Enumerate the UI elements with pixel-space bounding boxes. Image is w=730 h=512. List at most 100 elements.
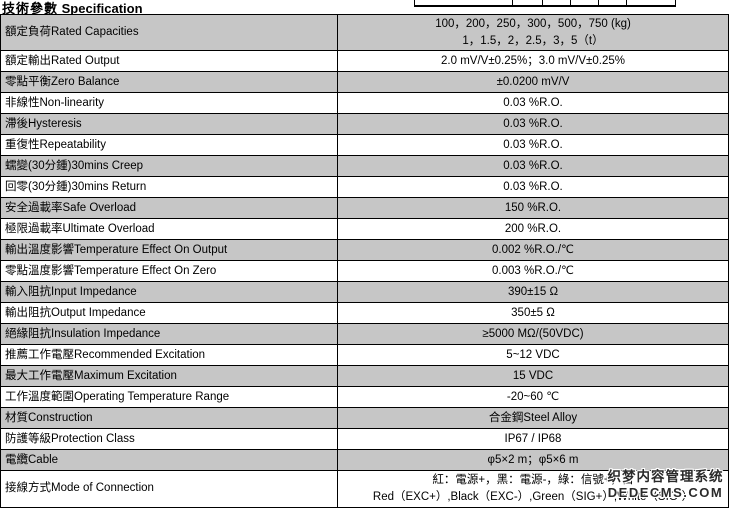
row-label: 輸入阻抗Input Impedance <box>1 282 338 302</box>
row-value: 紅：電源+，黑：電源-，綠：信號+，白 Red（EXC+）,Black（EXC-）… <box>338 471 728 507</box>
value-line: 0.03 %R.O. <box>503 97 563 109</box>
table-row: 安全過載率Safe Overload 150 %R.O. <box>1 198 728 219</box>
row-value: 2.0 mV/V±0.25%；3.0 mV/V±0.25% <box>338 51 728 71</box>
table-row: 非線性Non-linearity 0.03 %R.O. <box>1 93 728 114</box>
value-line: ±0.0200 mV/V <box>496 76 570 88</box>
value-line: 0.003 %R.O./℃ <box>492 265 574 277</box>
value-line: IP67 / IP68 <box>504 433 562 445</box>
table-row: 最大工作電壓Maximum Excitation 15 VDC <box>1 366 728 387</box>
row-label: 額定負荷Rated Capacities <box>1 15 338 50</box>
row-label: 零點平衡Zero Balance <box>1 72 338 92</box>
watermark-line2: DEDECMS.COM <box>607 485 724 500</box>
page-title-zh: 技術參數 <box>2 1 59 16</box>
table-row: 極限過載率Ultimate Overload 200 %R.O. <box>1 219 728 240</box>
remnant-cell <box>625 0 677 5</box>
table-row: 輸入阻抗Input Impedance 390±15 Ω <box>1 282 728 303</box>
table-row: 防護等級Protection Class IP67 / IP68 <box>1 429 728 450</box>
table-row: 滯後Hysteresis 0.03 %R.O. <box>1 114 728 135</box>
table-row: 重復性Repeatability 0.03 %R.O. <box>1 135 728 156</box>
page-title: 技術參數 Specification <box>2 0 143 17</box>
row-value: 350±5 Ω <box>338 303 728 323</box>
row-value: 5~12 VDC <box>338 345 728 365</box>
row-value: 15 VDC <box>338 366 728 386</box>
table-row: 額定輸出Rated Output 2.0 mV/V±0.25%；3.0 mV/V… <box>1 51 728 72</box>
value-line: 合金鋼Steel Alloy <box>488 412 578 424</box>
row-value: 0.03 %R.O. <box>338 114 728 134</box>
table-row: 電纜Cable φ5×2 m；φ5×6 m <box>1 450 728 471</box>
value-line: 0.002 %R.O./℃ <box>492 244 574 256</box>
table-row: 接線方式Mode of Connection 紅：電源+，黑：電源-，綠：信號+… <box>1 471 728 507</box>
value-line: 350±5 Ω <box>511 307 555 319</box>
table-row: 零點平衡Zero Balance ±0.0200 mV/V <box>1 72 728 93</box>
row-label: 安全過載率Safe Overload <box>1 198 338 218</box>
table-row: 額定負荷Rated Capacities 100，200，250，300，500… <box>1 15 728 51</box>
row-value: -20~60 ℃ <box>338 387 728 407</box>
table-row: 材質Construction 合金鋼Steel Alloy <box>1 408 728 429</box>
row-label: 非線性Non-linearity <box>1 93 338 113</box>
row-label: 重復性Repeatability <box>1 135 338 155</box>
row-label: 電纜Cable <box>1 450 338 470</box>
value-line: 0.03 %R.O. <box>503 160 563 172</box>
row-value: 0.003 %R.O./℃ <box>338 261 728 281</box>
row-value: 0.03 %R.O. <box>338 135 728 155</box>
row-value: 150 %R.O. <box>338 198 728 218</box>
watermark: 织梦内容管理系统 DEDECMS.COM <box>601 469 730 501</box>
remnant-cell <box>512 0 541 5</box>
row-value: ±0.0200 mV/V <box>338 72 728 92</box>
value-line: 0.03 %R.O. <box>503 139 563 151</box>
value-line: 2.0 mV/V±0.25%；3.0 mV/V±0.25% <box>441 55 625 67</box>
row-value: 200 %R.O. <box>338 219 728 239</box>
value-line: 0.03 %R.O. <box>503 118 563 130</box>
row-label: 絕緣阻抗Insulation Impedance <box>1 324 338 344</box>
value-line: 150 %R.O. <box>504 202 562 214</box>
remnant-cell <box>414 0 512 5</box>
value-line: 5~12 VDC <box>506 349 560 361</box>
spec-table: 額定負荷Rated Capacities 100，200，250，300，500… <box>0 14 729 508</box>
value-line: 15 VDC <box>512 370 554 382</box>
row-label: 防護等級Protection Class <box>1 429 338 449</box>
table-row: 推薦工作電壓Recommended Excitation 5~12 VDC <box>1 345 728 366</box>
table-row: 零點溫度影響Temperature Effect On Zero 0.003 %… <box>1 261 728 282</box>
value-line: -20~60 ℃ <box>506 391 560 403</box>
row-label: 工作溫度範圍Operating Temperature Range <box>1 387 338 407</box>
value-line: ≥5000 MΩ/(50VDC) <box>482 328 584 340</box>
row-value: 0.03 %R.O. <box>338 156 728 176</box>
table-row: 工作溫度範圍Operating Temperature Range -20~60… <box>1 387 728 408</box>
value-line: 100，200，250，300，500，750 (kg) <box>435 18 631 30</box>
row-label: 蠕變(30分鍾)30mins Creep <box>1 156 338 176</box>
value-line: 1，1.5，2，2.5，3，5（t） <box>462 35 604 47</box>
page-title-en: Specification <box>61 1 143 16</box>
row-value: 390±15 Ω <box>338 282 728 302</box>
value-line: 紅：電源+，黑：電源-，綠：信號+，白 <box>432 474 634 486</box>
row-value: 0.002 %R.O./℃ <box>338 240 728 260</box>
row-value: 0.03 %R.O. <box>338 93 728 113</box>
row-label: 材質Construction <box>1 408 338 428</box>
row-label: 極限過載率Ultimate Overload <box>1 219 338 239</box>
row-label: 輸出溫度影響Temperature Effect On Output <box>1 240 338 260</box>
value-line: φ5×2 m；φ5×6 m <box>487 454 579 466</box>
row-label: 滯後Hysteresis <box>1 114 338 134</box>
table-row: 回零(30分鍾)30mins Return 0.03 %R.O. <box>1 177 728 198</box>
row-label: 接線方式Mode of Connection <box>1 471 338 507</box>
table-row: 絕緣阻抗Insulation Impedance ≥5000 MΩ/(50VDC… <box>1 324 728 345</box>
row-value: 0.03 %R.O. <box>338 177 728 197</box>
row-label: 輸出阻抗Output Impedance <box>1 303 338 323</box>
row-label: 推薦工作電壓Recommended Excitation <box>1 345 338 365</box>
value-line: Red（EXC+）,Black（EXC-）,Green（SIG+）,White（… <box>372 491 694 503</box>
row-label: 零點溫度影響Temperature Effect On Zero <box>1 261 338 281</box>
value-line: 200 %R.O. <box>504 223 562 235</box>
cropped-table-remnant <box>414 0 677 7</box>
value-line: 0.03 %R.O. <box>503 181 563 193</box>
table-row: 蠕變(30分鍾)30mins Creep 0.03 %R.O. <box>1 156 728 177</box>
row-value: IP67 / IP68 <box>338 429 728 449</box>
remnant-cell <box>541 0 570 5</box>
row-value: φ5×2 m；φ5×6 m <box>338 450 728 470</box>
table-row: 輸出溫度影響Temperature Effect On Output 0.002… <box>1 240 728 261</box>
row-label: 額定輸出Rated Output <box>1 51 338 71</box>
row-label: 回零(30分鍾)30mins Return <box>1 177 338 197</box>
row-value: ≥5000 MΩ/(50VDC) <box>338 324 728 344</box>
table-row: 輸出阻抗Output Impedance 350±5 Ω <box>1 303 728 324</box>
watermark-line1: 织梦内容管理系统 <box>607 469 724 484</box>
value-line: 390±15 Ω <box>507 286 559 298</box>
